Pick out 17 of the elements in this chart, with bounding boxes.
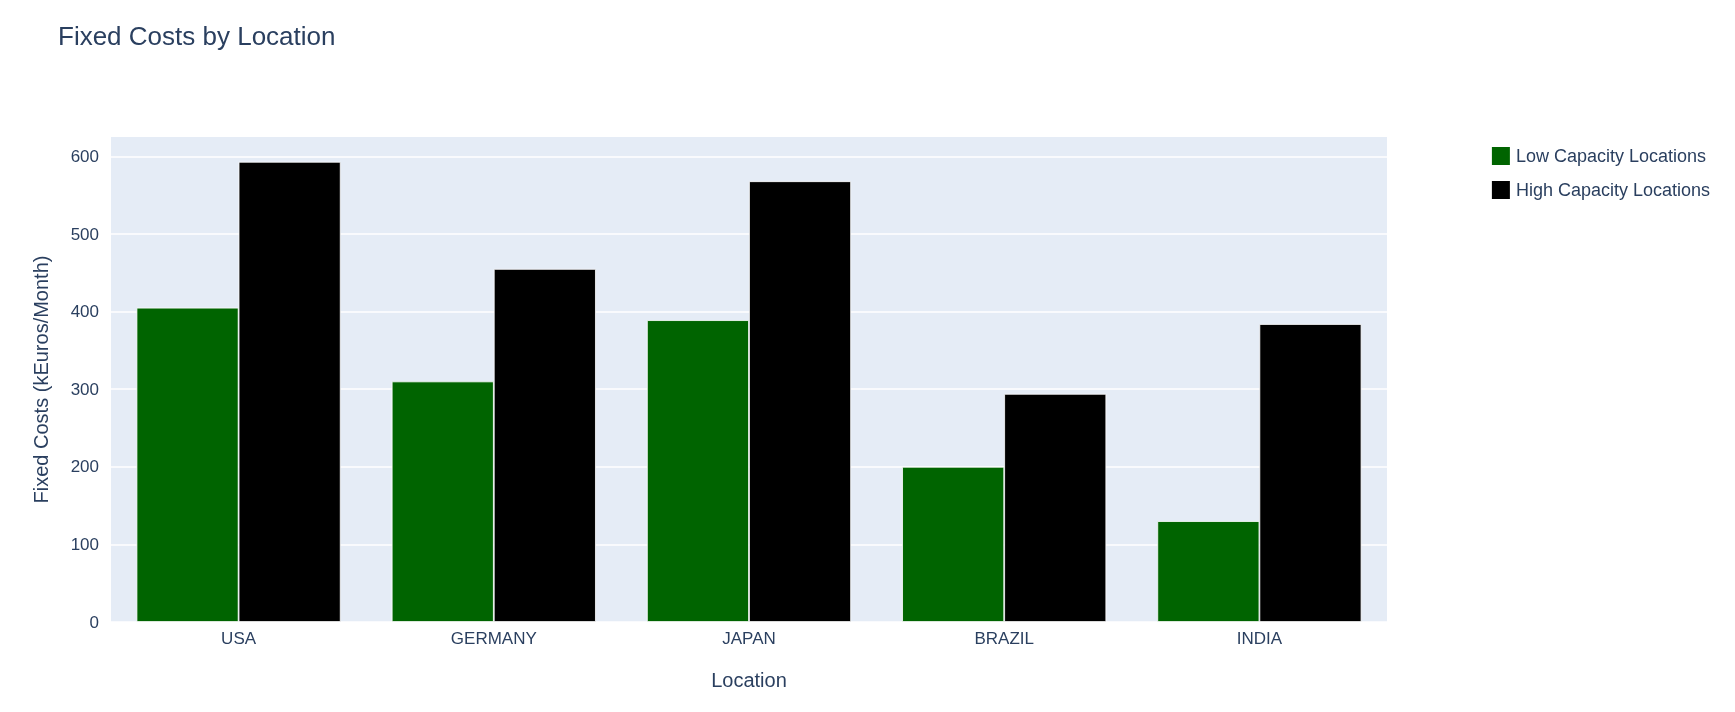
chart-title: Fixed Costs by Location	[58, 21, 336, 51]
y-tick-label: 100	[70, 534, 99, 554]
x-tick-label: USA	[221, 629, 257, 648]
y-axis-title: Fixed Costs (kEuros/Month)	[30, 255, 52, 504]
y-tick-label: 600	[70, 146, 99, 166]
y-tick-label: 400	[70, 302, 99, 322]
x-tick-label: JAPAN	[722, 629, 776, 648]
y-tick-label: 500	[70, 224, 99, 244]
y-tick-label: 200	[70, 457, 99, 477]
x-tick-label: BRAZIL	[974, 629, 1034, 648]
x-axis-title: Location	[711, 669, 787, 691]
y-tick-label: 300	[70, 379, 99, 399]
legend-label: Low Capacity Locations	[1515, 146, 1706, 166]
x-tick-label: INDIA	[1236, 629, 1283, 648]
y-tick-label: 0	[89, 612, 99, 632]
x-tick-label: GERMANY	[450, 629, 537, 648]
legend-label: High Capacity Locations	[1515, 180, 1710, 200]
